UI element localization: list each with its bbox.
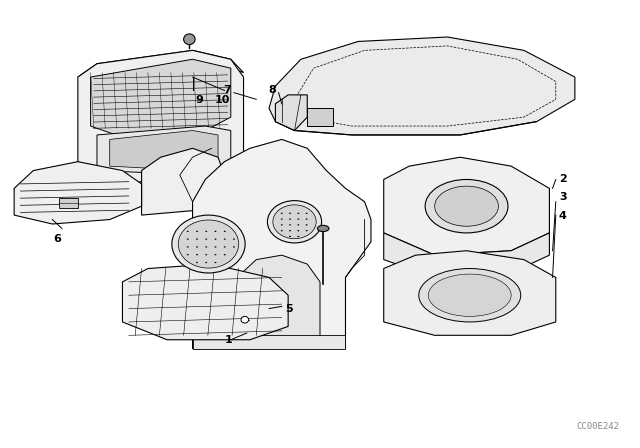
Ellipse shape — [281, 213, 283, 214]
Ellipse shape — [298, 224, 300, 225]
Ellipse shape — [306, 230, 308, 231]
Polygon shape — [384, 157, 549, 255]
Polygon shape — [97, 126, 231, 175]
Polygon shape — [141, 148, 225, 215]
Ellipse shape — [306, 219, 308, 220]
Ellipse shape — [289, 213, 291, 214]
Ellipse shape — [196, 246, 198, 248]
Ellipse shape — [172, 215, 245, 273]
Polygon shape — [193, 335, 346, 349]
Text: 10: 10 — [215, 95, 230, 105]
Ellipse shape — [306, 213, 308, 214]
Polygon shape — [78, 50, 244, 184]
Text: 2: 2 — [559, 174, 566, 185]
Ellipse shape — [298, 213, 300, 214]
Ellipse shape — [214, 238, 216, 240]
Ellipse shape — [289, 219, 291, 220]
Ellipse shape — [289, 236, 291, 237]
Polygon shape — [193, 139, 371, 349]
Ellipse shape — [205, 262, 207, 263]
Ellipse shape — [205, 231, 207, 232]
Polygon shape — [275, 95, 307, 130]
Ellipse shape — [205, 254, 207, 255]
Ellipse shape — [419, 268, 521, 322]
Text: 5: 5 — [285, 304, 292, 314]
Ellipse shape — [281, 224, 283, 225]
Ellipse shape — [289, 230, 291, 231]
Ellipse shape — [425, 180, 508, 233]
Ellipse shape — [281, 230, 283, 231]
Polygon shape — [307, 108, 333, 126]
Ellipse shape — [428, 274, 511, 316]
Polygon shape — [78, 50, 244, 77]
Polygon shape — [384, 233, 549, 277]
Ellipse shape — [214, 231, 216, 232]
Text: 6: 6 — [54, 234, 61, 244]
Ellipse shape — [214, 254, 216, 255]
Polygon shape — [59, 198, 78, 208]
Ellipse shape — [214, 262, 216, 263]
Ellipse shape — [184, 34, 195, 44]
Ellipse shape — [224, 231, 226, 232]
Text: 4: 4 — [559, 211, 567, 221]
Ellipse shape — [298, 230, 300, 231]
Ellipse shape — [298, 219, 300, 220]
Ellipse shape — [187, 246, 189, 248]
Ellipse shape — [205, 238, 207, 240]
Ellipse shape — [196, 254, 198, 255]
Polygon shape — [269, 37, 575, 135]
Ellipse shape — [435, 186, 499, 226]
Ellipse shape — [187, 254, 189, 255]
Ellipse shape — [178, 220, 239, 268]
Ellipse shape — [187, 238, 189, 240]
Ellipse shape — [298, 236, 300, 237]
Ellipse shape — [281, 219, 283, 220]
Ellipse shape — [224, 246, 226, 248]
Text: 3: 3 — [559, 192, 566, 202]
Polygon shape — [109, 130, 218, 171]
Ellipse shape — [205, 246, 207, 248]
Ellipse shape — [224, 254, 226, 255]
Ellipse shape — [241, 316, 248, 323]
Ellipse shape — [196, 238, 198, 240]
Text: CC00E242: CC00E242 — [577, 422, 620, 431]
Text: 7: 7 — [224, 86, 232, 95]
Ellipse shape — [196, 262, 198, 263]
Ellipse shape — [289, 224, 291, 225]
Ellipse shape — [196, 231, 198, 232]
Ellipse shape — [273, 205, 316, 239]
Polygon shape — [237, 255, 320, 349]
Ellipse shape — [233, 238, 235, 240]
Ellipse shape — [306, 224, 308, 225]
Ellipse shape — [233, 246, 235, 248]
Polygon shape — [14, 162, 141, 224]
Ellipse shape — [268, 201, 321, 243]
Text: 8: 8 — [268, 86, 276, 95]
Text: 9: 9 — [196, 95, 204, 105]
Polygon shape — [122, 264, 288, 340]
Polygon shape — [91, 59, 231, 135]
Ellipse shape — [317, 225, 329, 232]
Ellipse shape — [224, 238, 226, 240]
Ellipse shape — [214, 246, 216, 248]
Ellipse shape — [187, 231, 189, 232]
Text: 1: 1 — [225, 335, 232, 345]
Polygon shape — [384, 251, 556, 335]
